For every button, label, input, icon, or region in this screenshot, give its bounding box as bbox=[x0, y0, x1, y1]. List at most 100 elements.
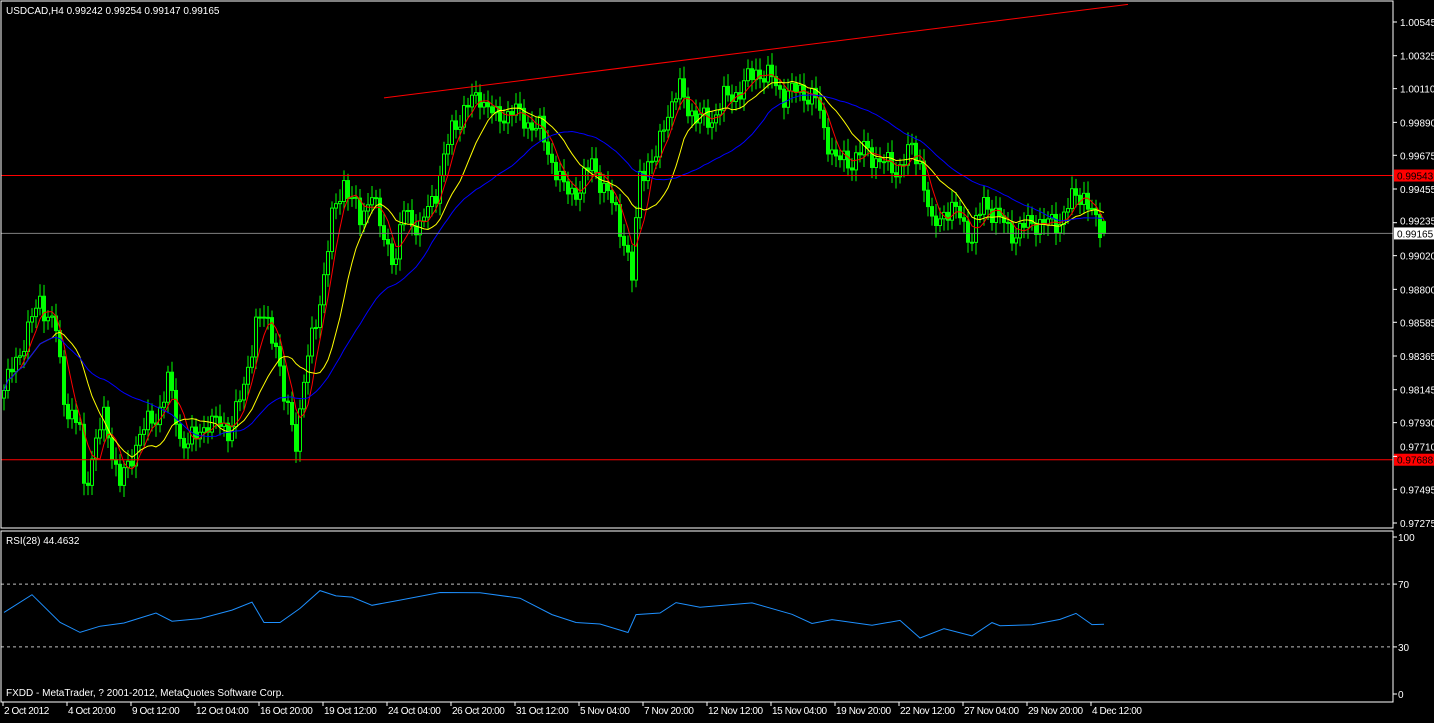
candle-body bbox=[426, 206, 430, 218]
candle-body bbox=[294, 424, 298, 452]
candle-body bbox=[606, 182, 610, 192]
candle-body bbox=[830, 149, 834, 155]
candle-body bbox=[422, 216, 426, 222]
time-tick-label: 27 Nov 04:00 bbox=[964, 706, 1020, 717]
price-label-box bbox=[1394, 169, 1434, 182]
candle-body bbox=[810, 87, 814, 105]
candle-body bbox=[442, 153, 446, 176]
candle-body bbox=[150, 410, 154, 424]
time-tick-label: 29 Nov 20:00 bbox=[1028, 706, 1084, 717]
copyright-text: FXDD - MetaTrader, ? 2001-2012, MetaQuot… bbox=[6, 688, 284, 699]
candle-body bbox=[798, 84, 802, 93]
price-tick-label: 1.00545 bbox=[1400, 18, 1434, 29]
candle-body bbox=[490, 106, 494, 114]
candle-body bbox=[966, 220, 970, 243]
candle-body bbox=[138, 433, 142, 446]
time-tick-label: 9 Oct 12:00 bbox=[132, 706, 180, 717]
candle-body bbox=[914, 142, 918, 165]
price-tick-label: 0.98145 bbox=[1400, 386, 1434, 397]
candle-body bbox=[1010, 221, 1014, 244]
candle-body bbox=[762, 78, 766, 83]
price-tick-label: 0.98365 bbox=[1400, 352, 1434, 363]
time-axis[interactable]: 2 Oct 2012 4 Oct 20:00 9 Oct 12:00 12 Oct 0… bbox=[1, 701, 1393, 717]
candle-body bbox=[62, 356, 66, 405]
rsi-tick-label: 70 bbox=[1398, 580, 1410, 591]
candle-body bbox=[330, 207, 334, 253]
candle-body bbox=[818, 97, 822, 111]
candle-body bbox=[1074, 188, 1078, 196]
candle-body bbox=[146, 410, 150, 431]
candle-body bbox=[390, 243, 394, 266]
price-pane[interactable] bbox=[1, 3, 1393, 498]
candle-body bbox=[34, 307, 38, 318]
candle-body bbox=[790, 82, 794, 92]
candle-body bbox=[1058, 223, 1062, 234]
rsi-tick-label: 100 bbox=[1398, 533, 1415, 544]
candle-body bbox=[10, 368, 14, 373]
candle-body bbox=[230, 426, 234, 442]
candle-body bbox=[658, 130, 662, 158]
rsi-line bbox=[3, 590, 1105, 639]
candle-body bbox=[666, 116, 670, 131]
candles bbox=[2, 53, 1106, 498]
price-pane-frame bbox=[0, 0, 1394, 529]
candle-body bbox=[74, 409, 78, 423]
candle-body bbox=[402, 210, 406, 226]
candle-body bbox=[466, 104, 470, 108]
candle-body bbox=[1038, 219, 1042, 235]
candle-body bbox=[314, 327, 318, 330]
candle-body bbox=[990, 208, 994, 223]
candle-body bbox=[82, 423, 86, 484]
candle-body bbox=[994, 207, 998, 223]
candle-body bbox=[694, 110, 698, 124]
rsi-tick-label: 30 bbox=[1398, 643, 1410, 654]
candle-body bbox=[106, 406, 110, 439]
candle-body bbox=[58, 330, 62, 358]
candle-body bbox=[602, 182, 606, 193]
candle-body bbox=[806, 99, 810, 105]
candle-body bbox=[578, 192, 582, 200]
candle-body bbox=[258, 316, 262, 319]
candle-body bbox=[774, 76, 778, 87]
candle-body bbox=[554, 161, 558, 181]
candle-body bbox=[926, 189, 930, 208]
candle-body bbox=[394, 258, 398, 266]
candle-body bbox=[142, 429, 146, 435]
candle-body bbox=[298, 408, 302, 452]
candle-body bbox=[590, 158, 594, 171]
candle-body bbox=[1062, 211, 1066, 225]
candle-body bbox=[794, 82, 798, 93]
candle-body bbox=[110, 437, 114, 461]
ma-mid-line bbox=[3, 80, 1105, 458]
candle-body bbox=[174, 389, 178, 425]
candle-body bbox=[178, 423, 182, 439]
candle-body bbox=[94, 437, 98, 460]
candle-body bbox=[114, 459, 118, 465]
candle-body bbox=[250, 356, 254, 368]
candle-body bbox=[622, 235, 626, 246]
rsi-pane[interactable] bbox=[1, 583, 1393, 648]
candle-body bbox=[566, 181, 570, 195]
price-tick-label: 0.99020 bbox=[1400, 252, 1434, 263]
candle-body bbox=[1030, 215, 1034, 224]
candle-body bbox=[866, 140, 870, 149]
candle-body bbox=[474, 92, 478, 96]
candle-body bbox=[650, 160, 654, 163]
price-tick-label: 0.99675 bbox=[1400, 151, 1434, 162]
candle-body bbox=[38, 295, 42, 309]
candle-body bbox=[858, 152, 862, 156]
candle-body bbox=[594, 158, 598, 174]
price-tick-label: 0.97495 bbox=[1400, 485, 1434, 496]
price-tick-label: 0.98800 bbox=[1400, 285, 1434, 296]
candle-body bbox=[690, 110, 694, 117]
time-tick-label: 19 Oct 12:00 bbox=[324, 706, 377, 717]
price-axis[interactable]: 0.99543 0.97688 0.99165 1.00545 1.00325 1.001… bbox=[1393, 18, 1434, 530]
price-tick-label: 1.00325 bbox=[1400, 52, 1434, 63]
candle-body bbox=[862, 140, 866, 156]
candle-body bbox=[538, 115, 542, 129]
candle-body bbox=[1022, 222, 1026, 228]
candle-body bbox=[86, 482, 90, 486]
candle-body bbox=[446, 143, 450, 155]
